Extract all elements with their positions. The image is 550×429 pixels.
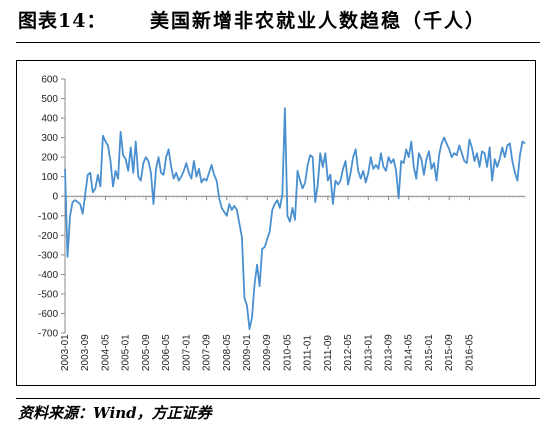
y-tick-label: 300 — [41, 133, 58, 144]
x-tick-label: 2008-05 — [222, 334, 233, 371]
header-rule — [16, 42, 540, 43]
x-tick-label: 2003-09 — [80, 334, 91, 371]
x-tick-label: 2005-09 — [141, 334, 152, 371]
figure-label: 图表14： — [18, 10, 107, 32]
x-tick-label: 2012-05 — [343, 334, 354, 371]
x-tick-label: 2015-01 — [424, 334, 435, 371]
y-tick-label: 200 — [41, 153, 58, 164]
x-tick-label: 2007-09 — [202, 334, 213, 371]
x-tick-label: 2013-09 — [384, 334, 395, 371]
y-tick-label: 100 — [41, 172, 58, 183]
x-tick-label: 2009-01 — [242, 334, 253, 371]
series-line-nonfarm-payrolls — [64, 107, 526, 330]
y-tick-label: -100 — [38, 211, 58, 222]
x-tick-label: 2005-01 — [121, 334, 132, 371]
x-tick-label: 2006-05 — [161, 334, 172, 371]
chart-frame: -700 -600 -500 -400 -300 -200 -100 0 100 200 300 40… — [16, 60, 536, 386]
figure-header: 图表14： 美国新增非农就业人数趋稳（千人） — [0, 0, 550, 40]
x-tick-label: 2016-05 — [464, 334, 475, 371]
y-tick-label: -200 — [38, 231, 58, 242]
y-tick-label: 500 — [41, 94, 58, 105]
y-tick-label: 0 — [52, 192, 58, 203]
x-tick-label: 2014-05 — [404, 334, 415, 371]
line-chart: -700 -600 -500 -400 -300 -200 -100 0 100 200 300 40… — [38, 75, 526, 371]
footer-rule — [16, 398, 540, 399]
x-tick-label: 2011-01 — [303, 335, 314, 371]
x-tick-label: 2003-01 — [60, 334, 71, 371]
y-tick-label: 400 — [41, 114, 58, 125]
figure-title: 美国新增非农就业人数趋稳（千人） — [150, 10, 487, 32]
x-tick-label: 2010-05 — [282, 334, 293, 371]
x-tick-label: 2015-09 — [444, 334, 455, 371]
source-note: 资料来源：Wind，方正证券 — [18, 404, 212, 422]
x-tick-label: 2004-05 — [100, 334, 111, 371]
x-tick-label: 2007-01 — [181, 334, 192, 371]
y-tick-label: -300 — [38, 250, 58, 261]
x-tick-label: 2009-09 — [262, 334, 273, 371]
y-tick-label: -600 — [38, 309, 58, 320]
x-tick-label: 2013-01 — [363, 334, 374, 371]
y-tick-label: -400 — [38, 270, 58, 281]
x-tick-label: 2011-09 — [323, 335, 334, 371]
y-tick-label: -500 — [38, 289, 58, 300]
y-tick-label: 600 — [41, 75, 58, 86]
y-tick-label: -700 — [38, 329, 58, 340]
